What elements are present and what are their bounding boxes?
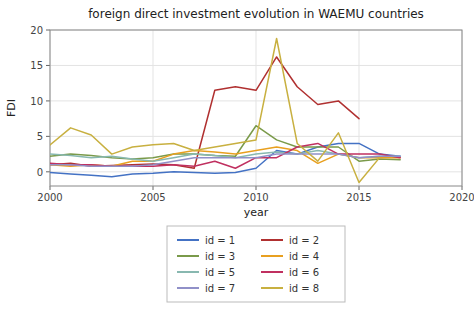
legend-swatch xyxy=(261,239,283,241)
y-tick xyxy=(46,65,50,66)
series-line xyxy=(50,143,400,176)
legend-swatch xyxy=(177,271,199,273)
title: foreign direct investment evolution in W… xyxy=(88,7,424,21)
legend-swatch xyxy=(261,287,283,289)
x-tick-label: 2010 xyxy=(243,192,268,203)
x-tick xyxy=(359,186,360,190)
legend-swatch xyxy=(177,239,199,241)
grid xyxy=(50,30,462,186)
y-tick-label: 5 xyxy=(37,131,43,142)
x-tick-label: 2005 xyxy=(140,192,165,203)
plot-area xyxy=(50,30,462,186)
x-grid-line xyxy=(256,30,257,186)
x-tick-label: 2015 xyxy=(346,192,371,203)
legend-label: id = 3 xyxy=(205,251,235,262)
legend-label: id = 6 xyxy=(289,267,319,278)
y-tick xyxy=(46,30,50,31)
legend-swatch xyxy=(261,271,283,273)
legend-swatch xyxy=(177,287,199,289)
legend: id = 1 id = 2 id = 3 id = 4 id = 5 id = 6 id =… xyxy=(167,226,345,302)
y-tick-label: 20 xyxy=(30,25,43,36)
y-tick xyxy=(46,100,50,101)
y-tick-label: 0 xyxy=(37,167,43,178)
legend-label: id = 2 xyxy=(289,235,319,246)
legend-label: id = 4 xyxy=(289,251,319,262)
x-grid-line xyxy=(359,30,360,186)
lines xyxy=(50,39,400,183)
legend-frame xyxy=(167,226,345,302)
x-tick xyxy=(256,186,257,190)
plot-frame xyxy=(50,30,462,186)
legend-label: id = 7 xyxy=(205,283,235,294)
x-axis-label: year xyxy=(244,206,269,219)
y-axis-label: FDI xyxy=(5,99,18,117)
x-tick-label: 2020 xyxy=(449,192,474,203)
x-tick-label: 2000 xyxy=(37,192,62,203)
legend-swatch xyxy=(177,255,199,257)
series-line xyxy=(50,39,380,183)
y-tick xyxy=(46,171,50,172)
y-tick xyxy=(46,136,50,137)
legend-label: id = 5 xyxy=(205,267,235,278)
x-tick xyxy=(153,186,154,190)
y-tick-label: 15 xyxy=(30,60,43,71)
legend-label: id = 8 xyxy=(289,283,319,294)
chart: foreign direct investment evolution in W… xyxy=(0,0,474,324)
legend-swatch xyxy=(261,255,283,257)
legend-label: id = 1 xyxy=(205,235,235,246)
x-grid-line xyxy=(153,30,154,186)
y-tick-label: 10 xyxy=(30,96,43,107)
x-tick xyxy=(462,186,463,190)
x-tick xyxy=(50,186,51,190)
